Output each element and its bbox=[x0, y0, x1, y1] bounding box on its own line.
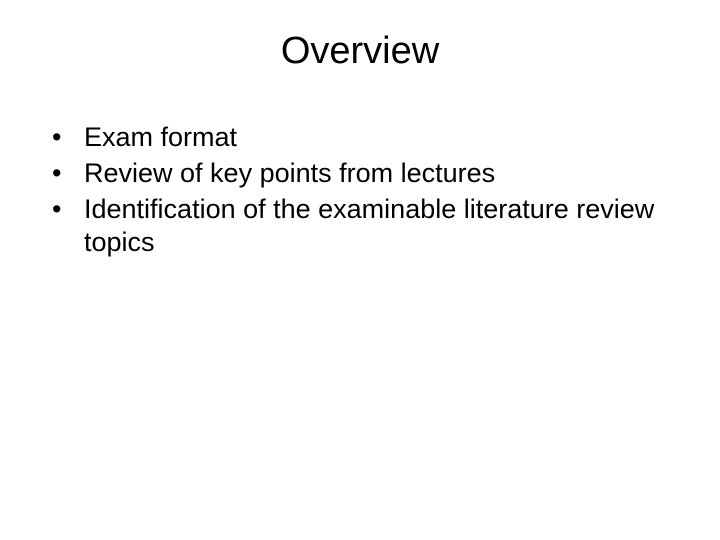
bullet-list: Exam format Review of key points from le… bbox=[30, 121, 690, 260]
bullet-item: Review of key points from lectures bbox=[52, 157, 690, 191]
slide-container: Overview Exam format Review of key point… bbox=[0, 0, 720, 540]
slide-title: Overview bbox=[30, 30, 690, 73]
bullet-item: Identification of the examinable literat… bbox=[52, 193, 690, 261]
bullet-item: Exam format bbox=[52, 121, 690, 155]
